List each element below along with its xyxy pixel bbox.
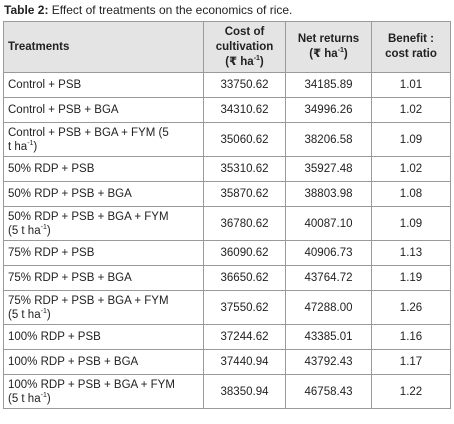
bcr-cell: 1.09 <box>371 206 451 241</box>
header-benefit-cost-ratio: Benefit : cost ratio <box>371 21 451 73</box>
header-cost: Cost of cultivation (₹ ha-1) <box>203 21 286 73</box>
treatment-line1: 100% RDP + PSB + BGA + FYM <box>8 378 175 391</box>
treatment-close: ) <box>46 392 51 405</box>
economics-table: Treatments Cost of cultivation (₹ ha-1) … <box>3 21 451 409</box>
header-cost-unit-sup: -1 <box>253 54 260 62</box>
header-net-unit-text: (₹ ha <box>309 48 338 60</box>
cost-cell: 38350.94 <box>203 374 286 409</box>
net-returns-cell: 38803.98 <box>285 181 372 207</box>
table-caption: Table 2: Effect of treatments on the eco… <box>4 2 292 18</box>
bcr-cell: 1.01 <box>371 72 451 98</box>
header-treatments-label: Treatments <box>8 40 70 53</box>
table-row: 50% RDP + PSB + BGA + FYM (5 t ha-1) 3678… <box>3 206 451 241</box>
treatment-close: ) <box>46 308 51 321</box>
treatment-line1: 50% RDP + PSB + BGA + FYM <box>8 210 169 223</box>
cost-cell: 36650.62 <box>203 265 286 291</box>
treatment-line2: (5 t ha <box>8 392 41 405</box>
treatment-cell: 50% RDP + PSB + BGA <box>3 181 204 207</box>
treatment-cell: Control + PSB <box>3 72 204 98</box>
header-cost-unit-close: ) <box>259 55 264 68</box>
cost-cell: 37440.94 <box>203 349 286 375</box>
treatment-cell: 100% RDP + PSB + BGA <box>3 349 204 375</box>
table-row: 75% RDP + PSB + BGA 36650.62 43764.72 1.… <box>3 265 451 291</box>
cost-cell: 35870.62 <box>203 181 286 207</box>
table-row: Control + PSB 33750.62 34185.89 1.01 <box>3 72 451 98</box>
treatment-cell: 100% RDP + PSB + BGA + FYM (5 t ha-1) <box>3 374 204 409</box>
table-row: 75% RDP + PSB 36090.62 40906.73 1.13 <box>3 240 451 266</box>
cost-cell: 36090.62 <box>203 240 286 266</box>
cost-cell: 35060.62 <box>203 122 286 157</box>
header-net-unit-sup: -1 <box>337 47 344 55</box>
table-row: Control + PSB + BGA 34310.62 34996.26 1.… <box>3 97 451 123</box>
table-row: Control + PSB + BGA + FYM (5 t ha-1) 3506… <box>3 122 451 157</box>
net-returns-cell: 34996.26 <box>285 97 372 123</box>
header-net-returns: Net returns (₹ ha-1) <box>285 21 372 73</box>
header-net-line1: Net returns <box>297 33 360 45</box>
table-row: 100% RDP + PSB + BGA + FYM (5 t ha-1) 383… <box>3 374 451 409</box>
table-row: 75% RDP + PSB + BGA + FYM (5 t ha-1) 3755… <box>3 290 451 325</box>
header-treatments: Treatments <box>3 21 204 73</box>
treatment-line1: 75% RDP + PSB + BGA + FYM <box>8 294 169 307</box>
treatment-cell: Control + PSB + BGA <box>3 97 204 123</box>
net-returns-cell: 40906.73 <box>285 240 372 266</box>
treatment-sup: -1 <box>40 307 47 315</box>
table-caption-label: Table 2: <box>4 3 49 17</box>
treatment-cell: 100% RDP + PSB <box>3 324 204 350</box>
treatment-close: ) <box>46 224 51 237</box>
table-row: 100% RDP + PSB + BGA 37440.94 43792.43 1… <box>3 349 451 375</box>
bcr-cell: 1.02 <box>371 97 451 123</box>
header-net-unit: (₹ ha-1) <box>309 47 348 60</box>
bcr-cell: 1.02 <box>371 156 451 182</box>
net-returns-cell: 43385.01 <box>285 324 372 350</box>
header-bcr-line1: Benefit : <box>388 33 434 45</box>
cost-cell: 37244.62 <box>203 324 286 350</box>
cost-cell: 35310.62 <box>203 156 286 182</box>
treatment-cell: 75% RDP + PSB <box>3 240 204 266</box>
bcr-cell: 1.22 <box>371 374 451 409</box>
treatment-cell: 75% RDP + PSB + BGA + FYM (5 t ha-1) <box>3 290 204 325</box>
treatment-line2: (5 t ha <box>8 308 41 321</box>
treatment-line1: Control + PSB + BGA + FYM (5 <box>8 126 169 139</box>
treatment-close: ) <box>33 140 38 153</box>
header-bcr-line2: cost ratio <box>385 48 437 60</box>
header-cost-line2: cultivation <box>215 40 274 53</box>
net-returns-cell: 46758.43 <box>285 374 372 409</box>
header-row: Treatments Cost of cultivation (₹ ha-1) … <box>3 21 451 73</box>
net-returns-cell: 47288.00 <box>285 290 372 325</box>
treatment-cell: Control + PSB + BGA + FYM (5 t ha-1) <box>3 122 204 157</box>
header-cost-unit: (₹ ha-1) <box>225 54 264 68</box>
treatment-sup: -1 <box>40 223 47 231</box>
bcr-cell: 1.19 <box>371 265 451 291</box>
bcr-cell: 1.17 <box>371 349 451 375</box>
bcr-cell: 1.26 <box>371 290 451 325</box>
net-returns-cell: 40087.10 <box>285 206 372 241</box>
treatment-cell: 50% RDP + PSB + BGA + FYM (5 t ha-1) <box>3 206 204 241</box>
net-returns-cell: 43764.72 <box>285 265 372 291</box>
table-row: 50% RDP + PSB + BGA 35870.62 38803.98 1.… <box>3 181 451 207</box>
treatment-cell: 50% RDP + PSB <box>3 156 204 182</box>
net-returns-cell: 38206.58 <box>285 122 372 157</box>
header-cost-line1: Cost of <box>224 25 265 38</box>
bcr-cell: 1.13 <box>371 240 451 266</box>
bcr-cell: 1.16 <box>371 324 451 350</box>
net-returns-cell: 35927.48 <box>285 156 372 182</box>
table-row: 100% RDP + PSB 37244.62 43385.01 1.16 <box>3 324 451 350</box>
treatment-sup: -1 <box>40 391 47 399</box>
header-cost-unit-text: (₹ ha <box>225 55 254 68</box>
cost-cell: 36780.62 <box>203 206 286 241</box>
net-returns-cell: 34185.89 <box>285 72 372 98</box>
bcr-cell: 1.09 <box>371 122 451 157</box>
treatment-cell: 75% RDP + PSB + BGA <box>3 265 204 291</box>
cost-cell: 34310.62 <box>203 97 286 123</box>
treatment-line2: t ha <box>8 140 28 153</box>
treatment-sup: -1 <box>27 139 34 147</box>
header-net-unit-close: ) <box>343 48 348 60</box>
cost-cell: 33750.62 <box>203 72 286 98</box>
table-row: 50% RDP + PSB 35310.62 35927.48 1.02 <box>3 156 451 182</box>
treatment-line2: (5 t ha <box>8 224 41 237</box>
net-returns-cell: 43792.43 <box>285 349 372 375</box>
cost-cell: 37550.62 <box>203 290 286 325</box>
bcr-cell: 1.08 <box>371 181 451 207</box>
table-caption-text: Effect of treatments on the economics of… <box>48 3 293 17</box>
